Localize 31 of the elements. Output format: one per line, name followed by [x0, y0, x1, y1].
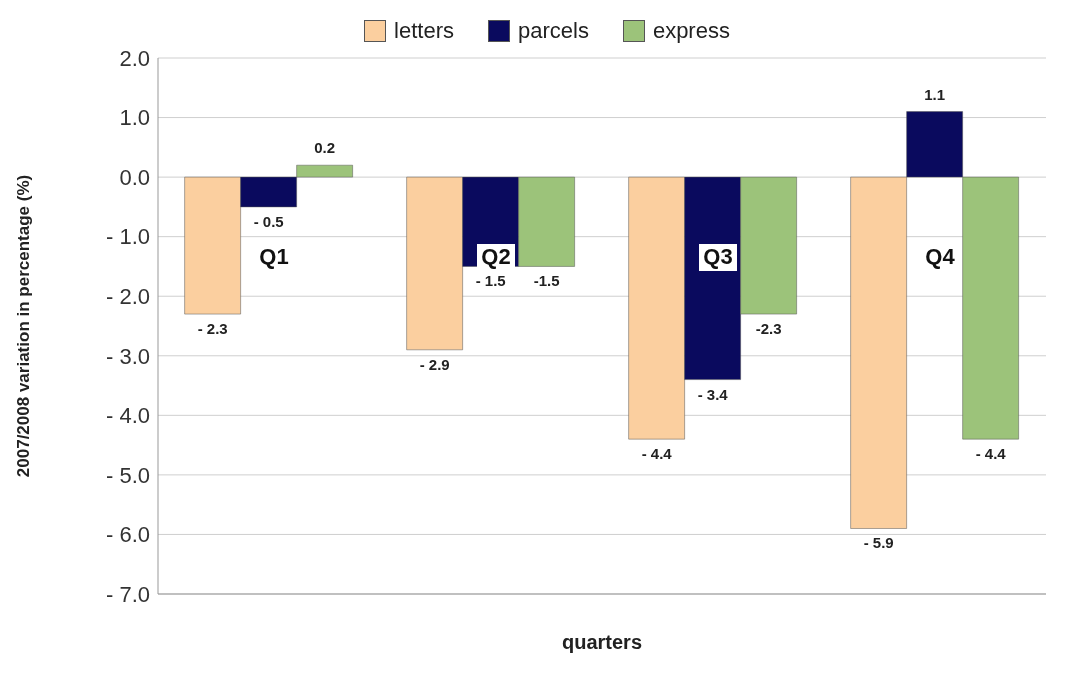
y-tick-label: 0.0 — [119, 164, 150, 190]
data-label: - 4.4 — [641, 445, 673, 463]
data-label: 1.1 — [924, 85, 946, 103]
data-label: -2.3 — [755, 320, 782, 338]
y-tick-label: - 3.0 — [105, 343, 150, 369]
legend-label: express — [651, 18, 730, 44]
data-label: - 1.5 — [475, 272, 506, 290]
data-label: - 5.9 — [863, 534, 894, 552]
data-label: 0.2 — [314, 139, 336, 157]
y-tick-label: - 6.0 — [105, 522, 150, 548]
y-tick-label: 2.0 — [119, 45, 150, 71]
y-tick-label: - 5.0 — [105, 462, 150, 488]
data-label: - 2.9 — [419, 355, 450, 373]
y-tick-label: - 1.0 — [105, 224, 150, 250]
y-tick-label: 1.0 — [119, 105, 150, 131]
x-tick-label: Q3 — [703, 244, 733, 269]
y-tick-label: - 7.0 — [105, 581, 150, 607]
x-axis-title: quarters — [561, 631, 643, 653]
x-tick-label: Q4 — [925, 244, 956, 269]
x-tick-label: Q2 — [481, 244, 511, 269]
data-label: - 4.4 — [975, 445, 1007, 463]
data-label: -1.5 — [533, 272, 560, 290]
y-tick-label: - 2.0 — [105, 284, 150, 310]
data-label: - 2.3 — [197, 320, 228, 338]
data-label: - 0.5 — [253, 212, 284, 230]
data-label: - 3.4 — [697, 385, 729, 403]
legend-label: parcels — [516, 18, 589, 44]
y-tick-label: - 4.0 — [105, 403, 150, 429]
x-tick-label: Q1 — [259, 244, 289, 269]
legend-label: letters — [393, 18, 454, 44]
y-axis-title: 2007/2008 variation in percentage (%) — [14, 174, 34, 478]
